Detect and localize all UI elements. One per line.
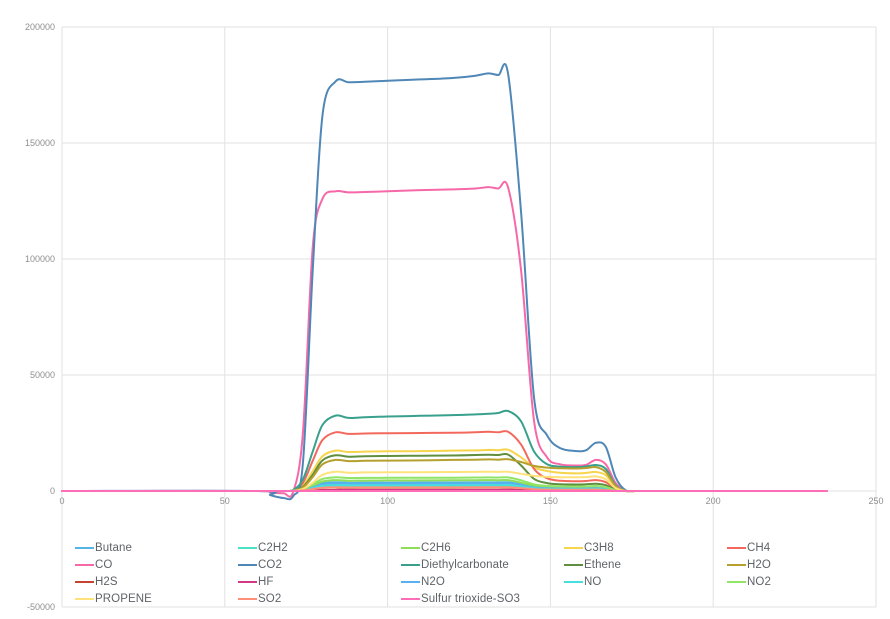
- legend-item-n2o: N2O: [388, 573, 551, 590]
- y-axis-tick-label-0: 0: [50, 486, 55, 496]
- legend-label-sulfur-trioxide-so3: Sulfur trioxide-SO3: [421, 592, 521, 605]
- legend-label-co: CO: [95, 558, 113, 571]
- legend-label-c3h8: C3H8: [584, 541, 614, 554]
- legend-item-diethylcarbonate: Diethylcarbonate: [388, 556, 551, 573]
- legend-label-ch4: CH4: [747, 541, 771, 554]
- x-axis-tick-label-50: 50: [220, 496, 230, 506]
- legend-item-hf: HF: [225, 573, 388, 590]
- legend-label-diethylcarbonate: Diethylcarbonate: [421, 558, 509, 571]
- legend-item-h2o: H2O: [714, 556, 877, 573]
- legend-swatch-co2: [238, 563, 257, 566]
- legend-item-co: CO: [62, 556, 225, 573]
- legend-label-c2h2: C2H2: [258, 541, 288, 554]
- x-axis-tick-label-250: 250: [868, 496, 883, 506]
- legend-swatch-no: [564, 580, 583, 583]
- legend-swatch-c2h6: [401, 546, 420, 549]
- legend-label-co2: CO2: [258, 558, 282, 571]
- legend-label-ethene: Ethene: [584, 558, 622, 571]
- legend-swatch-diethylcarbonate: [401, 563, 420, 566]
- legend-item-co2: CO2: [225, 556, 388, 573]
- legend-swatch-no2: [727, 580, 746, 583]
- legend-swatch-h2s: [75, 580, 94, 583]
- legend-item-propene: PROPENE: [62, 590, 225, 607]
- y-axis-tick-label-100000: 100000: [25, 254, 55, 264]
- series-line-co2: [61, 63, 637, 501]
- legend-label-c2h6: C2H6: [421, 541, 451, 554]
- x-axis-tick-label-0: 0: [59, 496, 64, 506]
- legend-item-no: NO: [551, 573, 714, 590]
- y-axis-tick-label-200000: 200000: [25, 22, 55, 32]
- legend-item-butane: Butane: [62, 539, 225, 556]
- legend-label-h2s: H2S: [95, 575, 118, 588]
- legend-label-h2o: H2O: [747, 558, 771, 571]
- legend-label-butane: Butane: [95, 541, 133, 554]
- legend-item-c2h2: C2H2: [225, 539, 388, 556]
- x-axis-tick-label-100: 100: [380, 496, 395, 506]
- series-line-co: [61, 180, 637, 498]
- legend-swatch-ch4: [727, 546, 746, 549]
- legend-item-sulfur-trioxide-so3: Sulfur trioxide-SO3: [388, 590, 551, 607]
- legend-swatch-h2o: [727, 563, 746, 566]
- legend-label-so2: SO2: [258, 592, 282, 605]
- legend-swatch-propene: [75, 597, 94, 600]
- legend-item-h2s: H2S: [62, 573, 225, 590]
- y-axis-tick-label-50000: 50000: [30, 370, 55, 380]
- x-axis-tick-label-150: 150: [543, 496, 558, 506]
- legend-label-propene: PROPENE: [95, 592, 152, 605]
- legend-item-ch4: CH4: [714, 539, 877, 556]
- legend-swatch-hf: [238, 580, 257, 583]
- y-axis-tick-label-150000: 150000: [25, 138, 55, 148]
- legend-swatch-n2o: [401, 580, 420, 583]
- legend-item-c3h8: C3H8: [551, 539, 714, 556]
- legend-label-n2o: N2O: [421, 575, 445, 588]
- legend-label-no: NO: [584, 575, 602, 588]
- legend-label-hf: HF: [258, 575, 274, 588]
- legend-swatch-ethene: [564, 563, 583, 566]
- legend-label-no2: NO2: [747, 575, 771, 588]
- legend-swatch-c2h2: [238, 546, 257, 549]
- legend-swatch-butane: [75, 546, 94, 549]
- legend-swatch-c3h8: [564, 546, 583, 549]
- x-axis-tick-label-200: 200: [706, 496, 721, 506]
- legend-item-no2: NO2: [714, 573, 877, 590]
- legend-swatch-co: [75, 563, 94, 566]
- legend-swatch-sulfur-trioxide-so3: [401, 597, 420, 600]
- y-axis-tick-label--50000: -50000: [27, 602, 55, 612]
- legend-swatch-so2: [238, 597, 257, 600]
- legend-item-so2: SO2: [225, 590, 388, 607]
- legend-item-c2h6: C2H6: [388, 539, 551, 556]
- legend-item-ethene: Ethene: [551, 556, 714, 573]
- chart-legend: Butane C2H2 C2H6 C3H8 CH4 CO CO2 Diethylcarbona…: [62, 539, 877, 607]
